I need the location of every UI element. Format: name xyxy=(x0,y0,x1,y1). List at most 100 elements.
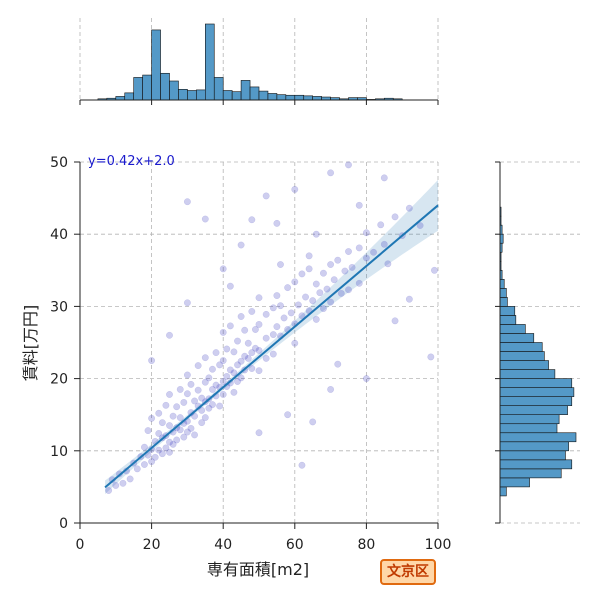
y-tick-label-2: 20 xyxy=(50,372,68,388)
scatter-point-57 xyxy=(198,406,206,414)
scatter-point-68 xyxy=(209,365,216,373)
scatter-point-27 xyxy=(162,401,170,409)
top-hist-bar-17 xyxy=(249,86,260,101)
scatter-point-49 xyxy=(187,425,195,432)
top-hist-bar-14 xyxy=(222,90,233,101)
scatter-point-47 xyxy=(183,371,191,379)
x-tick-label-4: 80 xyxy=(357,537,375,553)
top-hist-bar-2 xyxy=(115,96,126,101)
x-axis-title: 専有面積[m2] xyxy=(207,560,309,579)
top-hist-bar-4 xyxy=(133,77,143,101)
scatter-point-72 xyxy=(212,349,220,357)
scatter-point-177 xyxy=(148,357,156,364)
top-hist-bar-13 xyxy=(213,77,224,101)
top-hist-bar-15 xyxy=(231,91,242,101)
scatter-point-149 xyxy=(355,279,363,287)
scatter-point-105 xyxy=(255,347,263,354)
scatter-point-147 xyxy=(348,264,356,271)
scatter-point-160 xyxy=(183,198,191,206)
scatter-point-132 xyxy=(309,297,317,305)
right-hist-bar-17 xyxy=(499,333,535,343)
top-hist-bar-19 xyxy=(267,93,278,101)
scatter-point-178 xyxy=(309,418,317,426)
scatter-point-181 xyxy=(284,411,292,419)
scatter-point-90 xyxy=(234,337,241,345)
top-hist-bar-24 xyxy=(312,96,322,101)
scatter-point-40 xyxy=(176,386,184,393)
scatter-point-70 xyxy=(212,381,220,389)
scatter-point-66 xyxy=(205,404,213,412)
scatter-point-176 xyxy=(166,331,173,339)
scatter-point-153 xyxy=(377,221,385,229)
scatter-point-173 xyxy=(273,219,281,227)
scatter-point-97 xyxy=(241,326,249,334)
scatter-point-79 xyxy=(219,328,227,336)
scatter-point-13 xyxy=(144,427,152,434)
scatter-point-43 xyxy=(180,399,188,406)
regression-equation-label: y=0.42x+2.0 xyxy=(88,154,175,169)
scatter-point-143 xyxy=(337,290,345,297)
y-tick-label-5: 50 xyxy=(50,155,68,171)
scatter-point-145 xyxy=(345,248,352,255)
scatter-point-174 xyxy=(219,265,227,273)
scatter-point-142 xyxy=(334,256,342,264)
scatter-point-129 xyxy=(302,293,309,301)
y-axis-title: 賃料[万円] xyxy=(21,305,40,382)
scatter-point-102 xyxy=(248,308,256,315)
y-tick-label-3: 30 xyxy=(50,299,68,315)
top-hist-bar-21 xyxy=(285,94,296,101)
scatter-point-4 xyxy=(119,479,127,487)
scatter-point-23 xyxy=(158,450,166,458)
top-hist-bar-9 xyxy=(178,89,188,101)
right-hist-bar-18 xyxy=(499,324,526,334)
scatter-point-180 xyxy=(334,360,342,368)
scatter-point-146 xyxy=(345,286,352,294)
x-tick-label-0: 0 xyxy=(76,537,85,553)
scatter-point-109 xyxy=(262,334,270,342)
top-hist-bar-5 xyxy=(142,74,152,101)
right-hist-bar-2 xyxy=(499,468,562,479)
scatter-point-42 xyxy=(180,433,188,441)
scatter-point-104 xyxy=(252,326,259,333)
scatter-point-136 xyxy=(320,269,327,277)
scatter-point-24 xyxy=(158,419,166,427)
scatter-point-156 xyxy=(391,213,399,221)
right-hist-bar-13 xyxy=(499,369,556,379)
right-hist-bar-20 xyxy=(499,306,516,316)
scatter-point-11 xyxy=(141,443,148,451)
scatter-point-87 xyxy=(230,348,238,356)
y-tick-label-0: 0 xyxy=(59,516,68,532)
top-hist-bar-16 xyxy=(240,80,251,101)
right-hist-bar-11 xyxy=(499,387,575,397)
scatter-point-171 xyxy=(248,216,256,224)
y-tick-label-1: 10 xyxy=(50,444,68,460)
scatter-point-83 xyxy=(226,366,234,374)
scatter-point-89 xyxy=(234,361,241,369)
scatter-point-103 xyxy=(252,344,259,352)
scatter-point-53 xyxy=(191,431,198,439)
scatter-point-148 xyxy=(355,244,363,252)
right-hist-bar-8 xyxy=(499,414,560,425)
scatter-point-94 xyxy=(237,313,245,320)
regression-line xyxy=(104,204,439,489)
scatter-point-28 xyxy=(166,438,173,446)
top-hist-bar-11 xyxy=(196,89,206,101)
scatter-point-56 xyxy=(194,362,202,370)
right-hist-bar-12 xyxy=(499,378,573,388)
scatter-point-77 xyxy=(219,357,227,364)
scatter-point-111 xyxy=(262,354,270,362)
right-hist-bar-3 xyxy=(499,459,573,470)
scatter-point-80 xyxy=(223,373,231,380)
scatter-point-108 xyxy=(255,294,263,302)
top-hist-bar-8 xyxy=(169,80,179,101)
scatter-point-158 xyxy=(405,204,413,212)
scatter-point-186 xyxy=(355,201,363,209)
scatter-point-168 xyxy=(362,375,370,382)
scatter-point-8 xyxy=(133,465,141,473)
scatter-point-122 xyxy=(287,309,295,317)
scatter-point-85 xyxy=(226,322,234,330)
scatter-point-63 xyxy=(201,414,209,421)
scatter-point-95 xyxy=(241,352,249,360)
